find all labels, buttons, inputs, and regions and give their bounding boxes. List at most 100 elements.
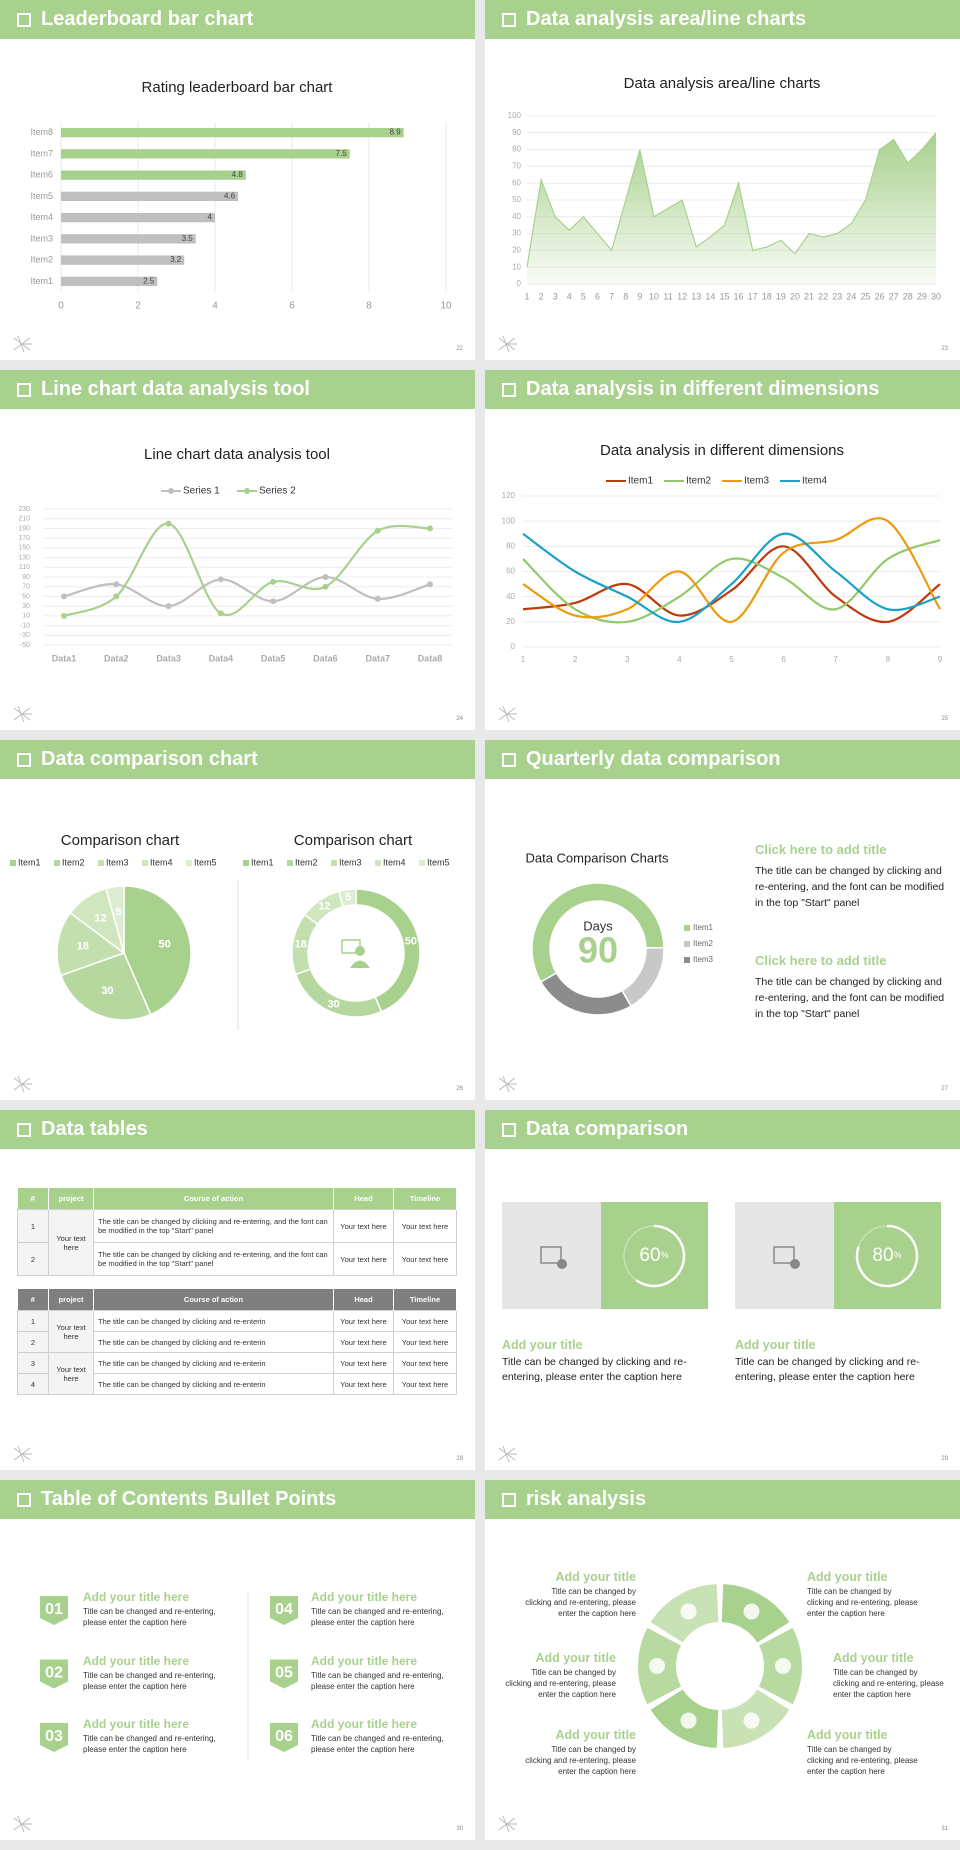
block-title: Add your title	[502, 1338, 583, 1352]
chart: Data Comparison Charts Item1 Item2 Item3 Day…	[525, 850, 714, 1016]
header-cell: project	[48, 1188, 94, 1210]
number-badge	[270, 1723, 298, 1752]
x-tick-label: 10	[440, 301, 452, 312]
y-tick-label: 0	[511, 642, 516, 651]
slice	[59, 952, 152, 1021]
bar	[61, 212, 215, 223]
table-cell: Your text here	[393, 1242, 457, 1276]
point-marker	[322, 574, 329, 580]
data-label: 3.2	[170, 255, 182, 264]
series-line	[522, 517, 941, 623]
slice	[104, 885, 125, 954]
badge-number: 03	[45, 1728, 63, 1745]
logo-stroke	[17, 1075, 25, 1093]
text-block: Add your title here Title can be changed …	[311, 1590, 451, 1628]
y-tick-label: 90	[512, 128, 521, 137]
chart: Line chart data analysis tool -50 -30 -10 10…	[18, 446, 452, 663]
slide-canvas: Data analysis area/line charts 0 10 20 30 40 5…	[498, 75, 941, 353]
text-block: Add your title Title can be changed by cl…	[833, 1651, 945, 1700]
slice	[539, 971, 633, 1016]
x-tick-label: Data8	[418, 653, 443, 663]
slide-title: Leaderboard bar chart	[41, 8, 254, 30]
page-number: 22	[456, 346, 463, 352]
bar	[61, 149, 350, 159]
x-tick-label: 23	[832, 291, 842, 301]
header-cell: Timeline	[393, 1289, 457, 1311]
icon-plus	[557, 1259, 567, 1269]
y-tick-label: 50	[512, 195, 521, 204]
y-tick-label: 190	[18, 525, 30, 532]
stat-value: 60%	[639, 1245, 668, 1266]
x-tick-label: 4	[567, 291, 572, 301]
legend-label: Item4	[802, 476, 827, 487]
data-label: 4	[208, 213, 213, 222]
table-cell: Your text here	[333, 1352, 394, 1374]
center-value: 90	[578, 930, 618, 971]
x-tick-label: 12	[677, 291, 687, 301]
legend-label: Series 1	[183, 486, 220, 497]
x-tick-label: 25	[860, 291, 870, 301]
x-tick-label: 4	[212, 301, 218, 312]
series-line	[522, 545, 941, 623]
legend-label: Item1	[18, 857, 41, 867]
series-line	[522, 532, 941, 623]
stat-unit: %	[661, 1250, 669, 1260]
stat-number: 80	[872, 1245, 893, 1266]
data-label: 5	[115, 906, 121, 918]
x-tick-label: Data1	[52, 653, 77, 663]
slide-canvas: Data analysis in different dimensions 0 20…	[498, 442, 943, 723]
logo-stroke	[502, 1075, 510, 1093]
segment-icon	[649, 1658, 665, 1674]
icon-head	[355, 946, 365, 956]
slide-title: Data analysis in different dimensions	[526, 378, 880, 400]
slide-title: Data comparison	[526, 1118, 689, 1140]
slice	[620, 946, 665, 1008]
y-tick-label: 10	[512, 262, 521, 271]
table-row: 1 Your text here The title can be changed …	[17, 1310, 457, 1353]
block-text: Title can be changed by clicking and re-…	[505, 1668, 616, 1699]
text-block: Add your title Title can be changed by cl…	[807, 1728, 919, 1777]
x-tick-label: 5	[729, 655, 734, 664]
x-tick-label: 29	[917, 291, 927, 301]
point-marker	[61, 612, 67, 619]
text-block: Add your title Title can be changed by cl…	[504, 1651, 616, 1700]
page-number: 30	[456, 1826, 463, 1832]
block-title: Add your title here	[311, 1590, 418, 1604]
x-tick-label: 13	[691, 291, 701, 301]
x-tick-label: 18	[762, 291, 772, 301]
y-tick-label: 70	[22, 584, 30, 591]
block-text: Title can be changed by clicking and re-…	[735, 1356, 920, 1383]
text-block: Add your title Title can be changed by cl…	[524, 1570, 636, 1619]
bar	[61, 276, 158, 287]
x-tick-label: Data4	[209, 653, 234, 663]
checkbox-icon	[502, 752, 516, 767]
text-block: Click here to add title The title can be …	[755, 842, 950, 911]
area	[527, 132, 936, 284]
legend-symbol	[287, 860, 293, 866]
slide: Rating leaderboard bar chart 0 2 4 6 8 10 Item1…	[0, 0, 475, 360]
legend-symbol	[142, 860, 148, 866]
badge-number: 01	[45, 1601, 63, 1618]
slide-canvas: Line chart data analysis tool -50 -30 -10 10…	[13, 446, 452, 723]
y-tick-label: 120	[502, 491, 516, 500]
point-marker	[427, 525, 433, 532]
slice	[531, 882, 665, 984]
checkbox-icon	[502, 1122, 516, 1137]
y-tick-label: 40	[506, 592, 515, 601]
block-title: Add your title	[555, 1570, 636, 1584]
legend-symbol	[186, 860, 192, 866]
x-tick-label: Data5	[261, 653, 286, 663]
header-cell: #	[17, 1289, 49, 1311]
segment-icon	[743, 1712, 760, 1729]
chart-title: Data Comparison Charts	[525, 850, 669, 865]
legend-label: Item3	[744, 476, 769, 487]
bar	[61, 191, 239, 202]
slide-header: Data analysis area/line charts	[485, 0, 960, 39]
table-cell: Your text here	[333, 1242, 394, 1276]
slide-header: Line chart data analysis tool	[0, 370, 475, 409]
slide-canvas: Comparison chart Item1 Item2 Item3 Item4 Item…	[10, 832, 450, 1093]
y-tick-label: 60	[512, 178, 521, 187]
table-cell: Your text here	[393, 1331, 457, 1353]
table-cell: Your text here	[333, 1331, 394, 1353]
